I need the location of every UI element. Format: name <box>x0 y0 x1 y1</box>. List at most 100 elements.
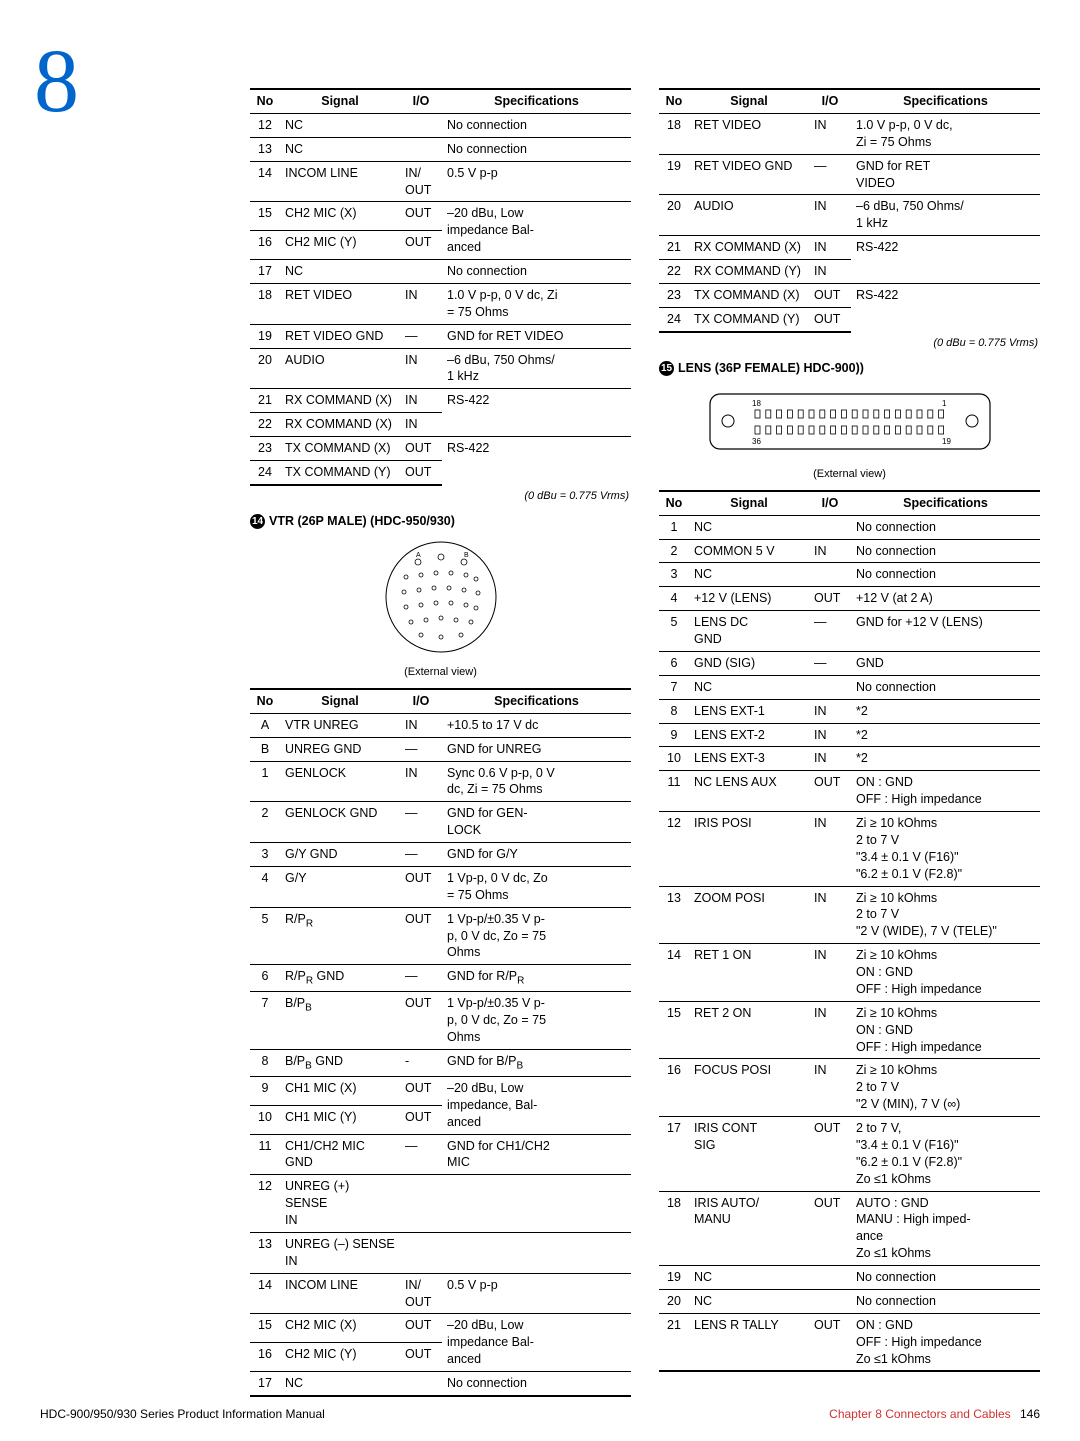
cell-signal: LENS R TALLY <box>689 1313 809 1371</box>
cell-io: IN <box>809 113 851 154</box>
cell-signal: VTR UNREG <box>280 713 400 737</box>
cell-io: IN <box>809 944 851 1002</box>
table-row: 21RX COMMAND (X)INRS-422 <box>659 236 1040 260</box>
cell-no: 24 <box>659 307 689 331</box>
cell-no: 10 <box>659 747 689 771</box>
cell-io: IN <box>809 747 851 771</box>
table-row: 18RET VIDEOIN1.0 V p-p, 0 V dc,Zi = 75 O… <box>659 113 1040 154</box>
cell-signal: TX COMMAND (Y) <box>280 460 400 484</box>
cell-no: 19 <box>250 324 280 348</box>
cell-io: OUT <box>809 1191 851 1266</box>
cell-io: — <box>809 154 851 195</box>
cell-spec: GND for G/Y <box>442 843 631 867</box>
table-row: 7NCNo connection <box>659 675 1040 699</box>
cell-io: IN <box>400 713 442 737</box>
table-header: No <box>659 491 689 515</box>
cell-io: OUT <box>400 907 442 965</box>
table-2: NoSignalI/OSpecificationsAVTR UNREGIN+10… <box>250 688 631 1397</box>
cell-no: 5 <box>250 907 280 965</box>
table-row: 14RET 1 ONINZi ≥ 10 kOhmsON : GNDOFF : H… <box>659 944 1040 1002</box>
cell-spec: No connection <box>851 539 1040 563</box>
cell-spec: RS-422 <box>851 283 1040 331</box>
table-header: No <box>250 89 280 113</box>
cell-io: OUT <box>809 587 851 611</box>
cell-no: 20 <box>659 195 689 236</box>
cell-no: B <box>250 737 280 761</box>
cell-no: 8 <box>250 1049 280 1076</box>
cell-no: 13 <box>250 137 280 161</box>
table-header: Specifications <box>442 89 631 113</box>
cell-no: 7 <box>659 675 689 699</box>
cell-no: 9 <box>250 1076 280 1105</box>
table-row: 16FOCUS POSIINZi ≥ 10 kOhms2 to 7 V"2 V … <box>659 1059 1040 1117</box>
cell-io: IN <box>809 886 851 944</box>
table-header: I/O <box>400 89 442 113</box>
table-row: 6GND (SIG)—GND <box>659 651 1040 675</box>
cell-signal: LENS EXT-1 <box>689 699 809 723</box>
cell-spec: ON : GNDOFF : High impedance <box>851 771 1040 812</box>
cell-signal: LENS EXT-3 <box>689 747 809 771</box>
table-row: 15RET 2 ONINZi ≥ 10 kOhmsON : GNDOFF : H… <box>659 1001 1040 1059</box>
cell-signal: INCOM LINE <box>280 1273 400 1314</box>
svg-text:19: 19 <box>942 437 951 446</box>
table-header: Signal <box>689 491 809 515</box>
cell-io: - <box>400 1049 442 1076</box>
table-row: 21LENS R TALLYOUTON : GNDOFF : High impe… <box>659 1313 1040 1371</box>
table-row: 13UNREG (–) SENSEIN <box>250 1232 631 1273</box>
table-row: 19RET VIDEO GND—GND for RETVIDEO <box>659 154 1040 195</box>
footer-chapter: Chapter 8 Connectors and Cables <box>829 1407 1010 1421</box>
cell-signal: IRIS AUTO/MANU <box>689 1191 809 1266</box>
table-row: 12IRIS POSIINZi ≥ 10 kOhms2 to 7 V"3.4 ±… <box>659 812 1040 887</box>
cell-spec: –20 dBu, Lowimpedance, Bal-anced <box>442 1076 631 1134</box>
cell-signal: RX COMMAND (Y) <box>689 260 809 284</box>
cell-spec: No connection <box>851 1289 1040 1313</box>
cell-no: 2 <box>659 539 689 563</box>
cell-io: — <box>400 802 442 843</box>
cell-spec: GND for UNREG <box>442 737 631 761</box>
table-3: NoSignalI/OSpecifications18RET VIDEOIN1.… <box>659 88 1040 333</box>
cell-spec: ON : GNDOFF : High impedanceZo ≤1 kOhms <box>851 1313 1040 1371</box>
cell-signal: UNREG GND <box>280 737 400 761</box>
table-row: 9CH1 MIC (X)OUT–20 dBu, Lowimpedance, Ba… <box>250 1076 631 1105</box>
lens-36p-caption: (External view) <box>659 468 1040 480</box>
table-row: 13NCNo connection <box>250 137 631 161</box>
cell-no: 13 <box>250 1232 280 1273</box>
cell-signal: COMMON 5 V <box>689 539 809 563</box>
cell-spec: *2 <box>851 723 1040 747</box>
cell-spec: GND <box>851 651 1040 675</box>
cell-signal: CH1/CH2 MICGND <box>280 1134 400 1175</box>
cell-io <box>400 1372 442 1396</box>
cell-spec: Zi ≥ 10 kOhms2 to 7 V"2 V (MIN), 7 V (∞) <box>851 1059 1040 1117</box>
cell-io: OUT <box>400 437 442 461</box>
cell-spec: No connection <box>851 563 1040 587</box>
cell-signal: CH2 MIC (X) <box>280 202 400 231</box>
cell-signal: NC <box>689 1266 809 1290</box>
table-4: NoSignalI/OSpecifications1NCNo connectio… <box>659 490 1040 1373</box>
cell-io: IN <box>809 1001 851 1059</box>
cell-signal: CH2 MIC (Y) <box>280 1343 400 1372</box>
table-row: 18IRIS AUTO/MANUOUTAUTO : GNDMANU : High… <box>659 1191 1040 1266</box>
cell-signal: G/Y GND <box>280 843 400 867</box>
cell-spec: GND for GEN-LOCK <box>442 802 631 843</box>
cell-no: 14 <box>250 161 280 202</box>
cell-spec: Zi ≥ 10 kOhmsON : GNDOFF : High impedanc… <box>851 944 1040 1002</box>
table-row: 10LENS EXT-3IN*2 <box>659 747 1040 771</box>
left-column: NoSignalI/OSpecifications12NCNo connecti… <box>250 88 631 1397</box>
cell-spec: –20 dBu, Lowimpedance Bal-anced <box>442 1314 631 1372</box>
svg-text:36: 36 <box>752 437 761 446</box>
table-header: Specifications <box>851 89 1040 113</box>
cell-no: 17 <box>250 260 280 284</box>
cell-io <box>809 1266 851 1290</box>
cell-signal: TX COMMAND (X) <box>280 437 400 461</box>
cell-no: 1 <box>250 761 280 802</box>
cell-io: OUT <box>809 307 851 331</box>
table-1-note: (0 dBu = 0.775 Vrms) <box>250 490 629 502</box>
cell-no: 13 <box>659 886 689 944</box>
table-row: 15CH2 MIC (X)OUT–20 dBu, Lowimpedance Ba… <box>250 1314 631 1343</box>
table-row: 2GENLOCK GND—GND for GEN-LOCK <box>250 802 631 843</box>
cell-no: 10 <box>250 1105 280 1134</box>
cell-signal: G/Y <box>280 866 400 907</box>
vtr-26p-caption: (External view) <box>250 666 631 678</box>
cell-io: OUT <box>400 202 442 231</box>
table-header: Specifications <box>442 689 631 713</box>
